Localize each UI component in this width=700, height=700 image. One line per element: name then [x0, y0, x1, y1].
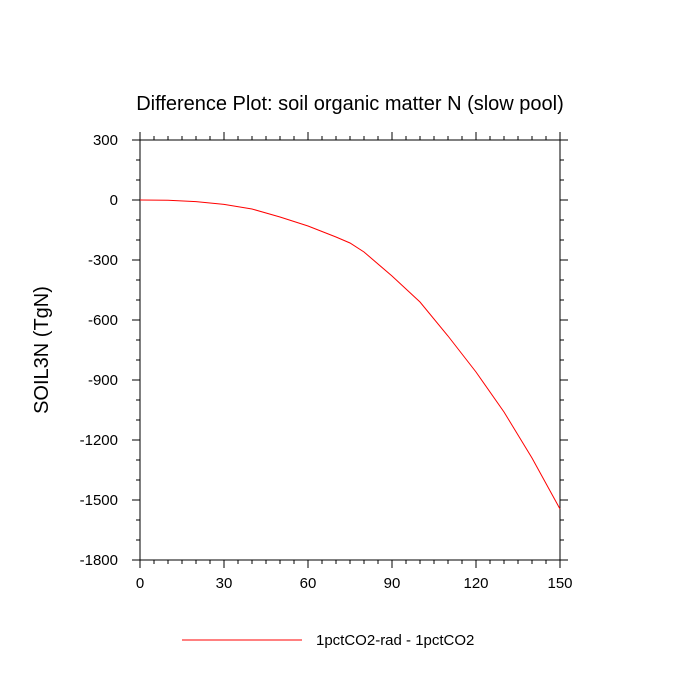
axes: 0 30 60 90 120 150 300 0 -300 -600 -900 -1200 -1500 -… — [80, 132, 573, 592]
x-tick-label: 150 — [547, 575, 572, 592]
series-group — [139, 199, 561, 510]
chart-title: Difference Plot: soil organic matter N (… — [136, 93, 564, 115]
y-tick-label: 300 — [93, 132, 118, 149]
x-tick-label: 60 — [300, 575, 317, 592]
x-tick-label: 30 — [216, 575, 233, 592]
legend-label: 1pctCO2-rad - 1pctCO2 — [316, 632, 474, 649]
y-tick-label: -1800 — [80, 552, 118, 569]
series-line — [139, 199, 561, 510]
x-tick-label: 90 — [384, 575, 401, 592]
x-tick-label: 120 — [463, 575, 488, 592]
y-tick-label: -900 — [88, 372, 118, 389]
x-tick-label: 0 — [136, 575, 144, 592]
y-tick-label: -600 — [88, 312, 118, 329]
y-tick-label: -1500 — [80, 492, 118, 509]
y-axis-label: SOIL3N (TgN) — [31, 286, 53, 414]
y-tick-label: -300 — [88, 252, 118, 269]
plot-frame — [139, 139, 561, 561]
legend: 1pctCO2-rad - 1pctCO2 — [182, 632, 474, 649]
y-tick-label: -1200 — [80, 432, 118, 449]
y-tick-label: 0 — [110, 192, 118, 209]
